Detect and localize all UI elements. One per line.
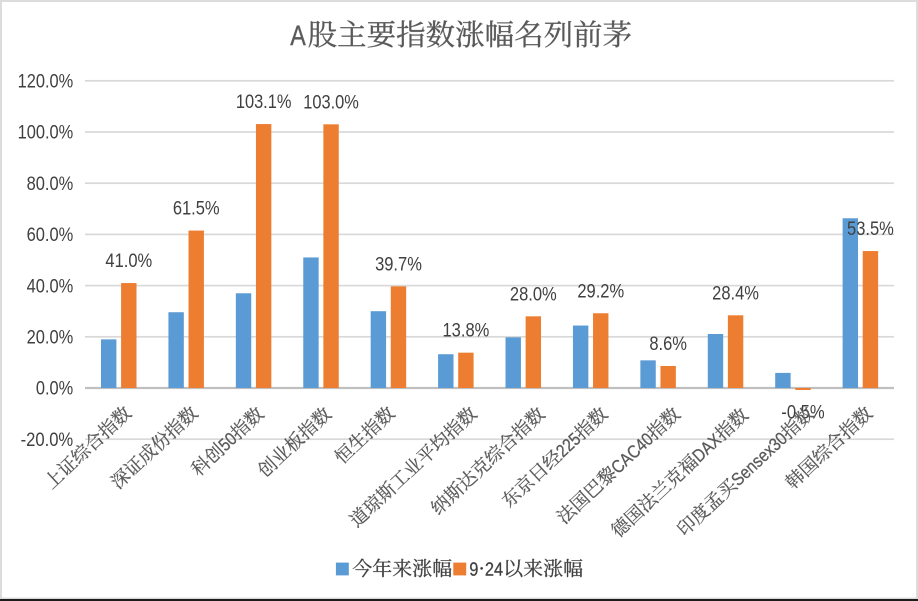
- svg-text:-20.0%: -20.0%: [21, 429, 74, 451]
- svg-text:39.7%: 39.7%: [375, 253, 422, 275]
- svg-text:40.0%: 40.0%: [27, 275, 74, 297]
- svg-text:28.0%: 28.0%: [510, 283, 557, 305]
- svg-text:100.0%: 100.0%: [18, 122, 74, 144]
- svg-text:61.5%: 61.5%: [173, 198, 220, 220]
- svg-text:0.0%: 0.0%: [36, 378, 73, 400]
- svg-text:29.2%: 29.2%: [577, 280, 624, 302]
- svg-text:8.6%: 8.6%: [649, 333, 687, 355]
- svg-text:120.0%: 120.0%: [18, 71, 74, 93]
- svg-text:20.0%: 20.0%: [27, 327, 74, 349]
- svg-text:53.5%: 53.5%: [847, 218, 894, 240]
- svg-text:103.1%: 103.1%: [236, 91, 292, 113]
- svg-text:103.0%: 103.0%: [303, 91, 359, 113]
- svg-text:80.0%: 80.0%: [27, 173, 74, 195]
- svg-text:13.8%: 13.8%: [443, 320, 490, 342]
- svg-text:60.0%: 60.0%: [27, 224, 74, 246]
- svg-text:28.4%: 28.4%: [712, 282, 759, 304]
- svg-text:41.0%: 41.0%: [105, 250, 152, 272]
